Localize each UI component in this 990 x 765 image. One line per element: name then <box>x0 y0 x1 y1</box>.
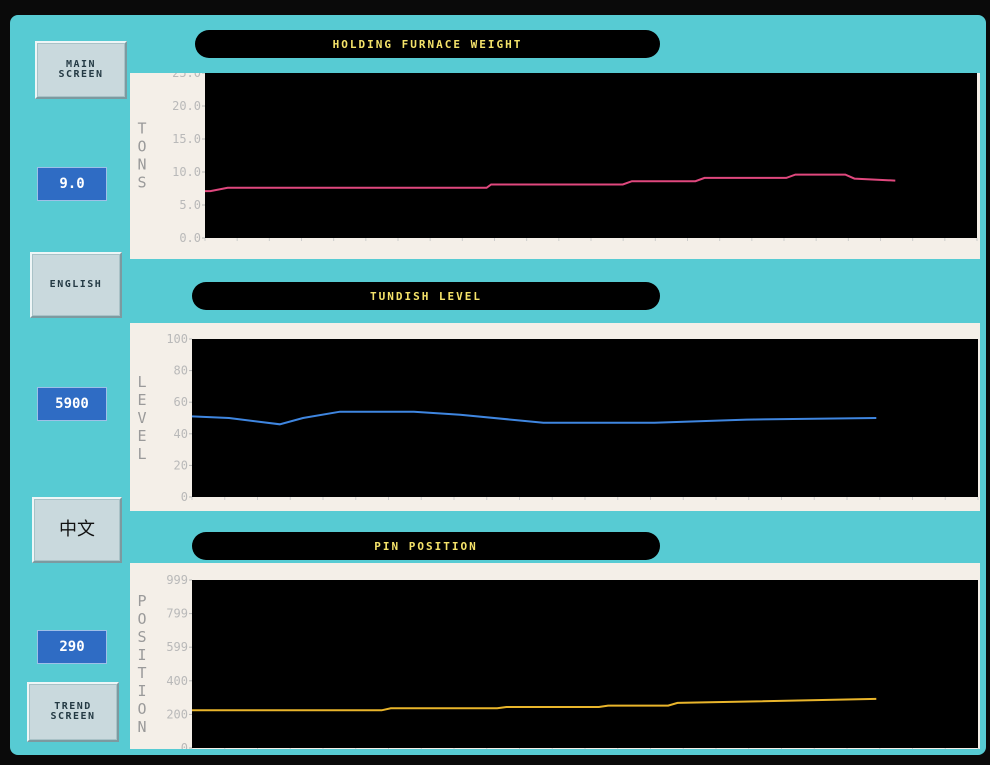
tundish-chart-panel: 0 20 40 60 80 100 L E V E L <box>130 323 980 511</box>
weight-y-tick-label: 25.0 <box>172 73 201 80</box>
weight-y-tick-label: 15.0 <box>172 132 201 146</box>
weight-chart: 0.0 5.0 10.0 15.0 20.0 25.0 T O N S <box>137 73 978 245</box>
weight-y-tick-label: 0.0 <box>179 231 201 245</box>
pin-series-line <box>191 697 877 712</box>
tundish-y-tick-label: 80 <box>174 364 188 378</box>
pin-chart: 0 200 400 599 799 999 P O S I T I O N <box>137 573 979 749</box>
weight-y-tick-label: 10.0 <box>172 165 201 179</box>
tundish-y-tick-label: 20 <box>174 458 188 472</box>
pin-y-tick-label: 999 <box>166 573 188 587</box>
pin-plot-area <box>192 580 978 748</box>
weight-chart-title: HOLDING FURNACE WEIGHT <box>195 30 660 58</box>
tundish-chart-title: TUNDISH LEVEL <box>192 282 660 310</box>
weight-series-line <box>205 173 896 193</box>
tundish-y-tick-label: 100 <box>166 332 188 346</box>
pin-y-tick-label: 799 <box>166 607 188 621</box>
english-button[interactable]: ENGLISH <box>30 252 122 318</box>
main-screen-button[interactable]: MAIN SCREEN <box>35 41 127 99</box>
weight-y-tick-label: 20.0 <box>172 99 201 113</box>
pin-y-tick-label: 200 <box>166 707 188 721</box>
pin-chart-title: PIN POSITION <box>192 532 660 560</box>
tundish-y-tick-label: 60 <box>174 395 188 409</box>
tundish-value-display: 5900 <box>37 387 107 421</box>
pin-y-tick-label: 0 <box>181 741 188 749</box>
tundish-chart: 0 20 40 60 80 100 L E V E L <box>137 332 979 504</box>
weight-chart-panel: 0.0 5.0 10.0 15.0 20.0 25.0 T O N S <box>130 73 980 259</box>
pin-y-tick-label: 400 <box>166 674 188 688</box>
pin-chart-panel: 0 200 400 599 799 999 P O S I T I O N <box>130 563 980 749</box>
pin-y-tick-label: 599 <box>166 640 188 654</box>
chinese-button[interactable]: 中文 <box>32 497 122 563</box>
tundish-series-line <box>191 410 877 426</box>
hmi-screen: MAIN SCREEN 9.0 ENGLISH 5900 中文 290 TREN… <box>10 15 986 755</box>
tundish-y-tick-label: 40 <box>174 427 188 441</box>
tundish-y-tick-label: 0 <box>181 490 188 504</box>
weight-plot-area <box>205 73 977 238</box>
weight-value-display: 9.0 <box>37 167 107 201</box>
trend-screen-button[interactable]: TREND SCREEN <box>27 682 119 742</box>
weight-y-tick-label: 5.0 <box>179 198 201 212</box>
pin-value-display: 290 <box>37 630 107 664</box>
